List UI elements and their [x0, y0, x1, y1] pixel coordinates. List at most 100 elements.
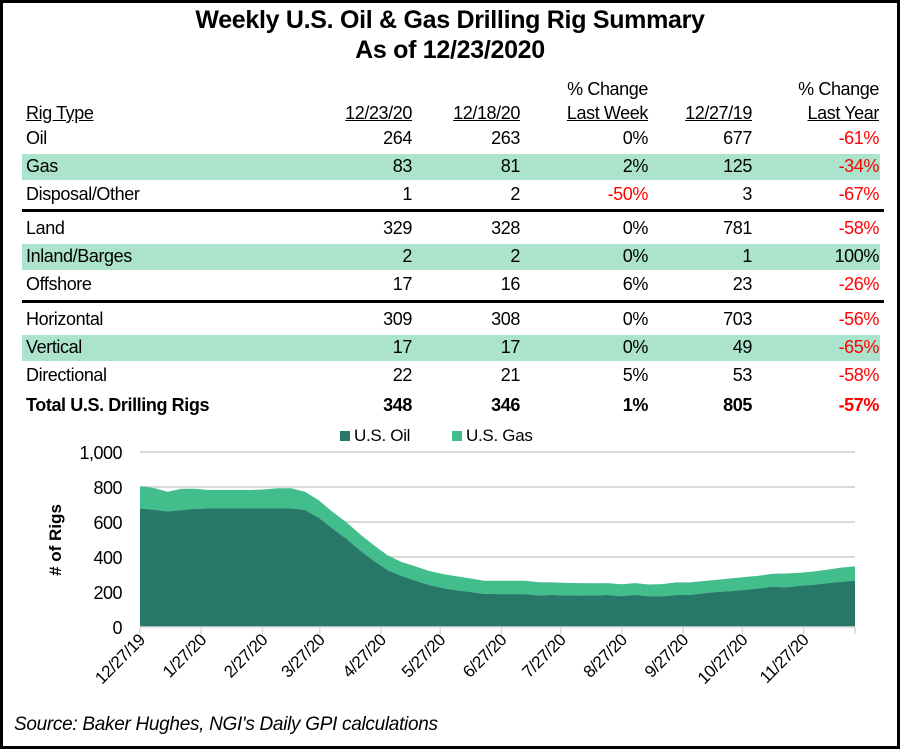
header-year-ago: 12/27/19	[685, 103, 752, 123]
wk-cell: 6%	[622, 274, 649, 294]
prev-cell: 263	[491, 128, 520, 148]
prev-cell: 2	[510, 246, 520, 266]
yr-cell: -26%	[838, 274, 880, 294]
wk-cell: 0%	[622, 128, 649, 148]
rig-type-cell: Directional	[26, 365, 107, 385]
wk-cell: 0%	[622, 246, 649, 266]
wk-cell: 0%	[622, 337, 649, 357]
cur-cell: 329	[383, 218, 412, 238]
wk-cell: 2%	[622, 156, 649, 176]
x-tick-label: 10/27/20	[694, 630, 751, 687]
yr_ago-cell: 23	[732, 274, 753, 294]
yr_ago-cell: 805	[723, 395, 752, 415]
table-row: Total U.S. Drilling Rigs 348 346 1% 805 -57%	[22, 393, 880, 419]
x-tick-label: 11/27/20	[756, 630, 813, 687]
yr-cell: 100%	[834, 246, 880, 266]
prev-cell: 2	[510, 184, 520, 204]
yr_ago-cell: 781	[723, 218, 752, 238]
header-previous: 12/18/20	[453, 103, 520, 123]
yr-cell: -57%	[838, 395, 880, 415]
prev-cell: 21	[500, 365, 521, 385]
y-tick-label: 400	[93, 548, 122, 568]
legend-oil: U.S. Oil	[340, 426, 410, 446]
y-tick-label: 600	[93, 513, 122, 533]
rig-type-cell: Oil	[26, 128, 47, 148]
section-divider	[22, 300, 884, 303]
rig-type-cell: Disposal/Other	[26, 184, 140, 204]
header-pct-year-2: Last Year	[807, 103, 880, 123]
x-tick-label: 9/27/20	[641, 630, 692, 681]
cur-cell: 22	[392, 365, 413, 385]
prev-cell: 81	[500, 156, 521, 176]
table-row: Horizontal 309 308 0% 703 -56%	[22, 307, 880, 333]
header-current: 12/23/20	[345, 103, 412, 123]
y-tick-label: 0	[112, 618, 122, 638]
x-tick-label: 1/27/20	[159, 630, 210, 681]
rig-type-cell: Gas	[26, 156, 58, 176]
header-rig-type: Rig Type	[26, 103, 94, 123]
yr-cell: -67%	[838, 184, 880, 204]
yr_ago-cell: 49	[732, 337, 753, 357]
rig-type-cell: Vertical	[26, 337, 82, 357]
x-tick-label: 12/27/19	[91, 630, 148, 687]
table-row: Directional 22 21 5% 53 -58%	[22, 363, 880, 389]
table-row: Vertical 17 17 0% 49 -65%	[22, 335, 880, 361]
x-tick-label: 7/27/20	[518, 630, 569, 681]
prev-cell: 17	[500, 337, 521, 357]
legend-gas: U.S. Gas	[452, 426, 533, 446]
prev-cell: 328	[491, 218, 520, 238]
x-tick-label: 3/27/20	[277, 630, 328, 681]
subtitle: As of 12/23/2020	[355, 36, 545, 64]
yr-cell: -61%	[838, 128, 880, 148]
rig-type-cell: Total U.S. Drilling Rigs	[26, 395, 210, 415]
rig-type-cell: Inland/Barges	[26, 246, 132, 266]
legend-swatch-oil	[340, 431, 350, 441]
yr_ago-cell: 3	[742, 184, 752, 204]
rig-type-cell: Horizontal	[26, 309, 104, 329]
x-tick-label: 4/27/20	[339, 630, 390, 681]
yr_ago-cell: 53	[732, 365, 753, 385]
yr-cell: -58%	[838, 218, 880, 238]
x-tick-label: 5/27/20	[398, 630, 449, 681]
wk-cell: 0%	[622, 218, 649, 238]
header-pct-year-1: % Change	[798, 79, 879, 99]
prev-cell: 16	[500, 274, 521, 294]
cur-cell: 17	[392, 337, 413, 357]
legend-label-oil: U.S. Oil	[354, 426, 411, 445]
yr-cell: -58%	[838, 365, 880, 385]
cur-cell: 1	[402, 184, 412, 204]
x-tick-label: 8/27/20	[580, 630, 631, 681]
title: Weekly U.S. Oil & Gas Drilling Rig Summa…	[195, 6, 705, 34]
wk-cell: 5%	[622, 365, 649, 385]
yr_ago-cell: 677	[723, 128, 752, 148]
source-note: Source: Baker Hughes, NGI's Daily GPI ca…	[14, 714, 438, 735]
y-axis-label: # of Rigs	[46, 504, 65, 576]
cur-cell: 264	[383, 128, 412, 148]
wk-cell: -50%	[607, 184, 649, 204]
x-tick-label: 6/27/20	[459, 630, 510, 681]
yr-cell: -65%	[838, 337, 880, 357]
legend-label-gas: U.S. Gas	[466, 426, 533, 445]
table-row: Land 329 328 0% 781 -58%	[22, 216, 880, 242]
header-pct-week-1: % Change	[567, 79, 648, 99]
wk-cell: 0%	[622, 309, 649, 329]
table-row: Gas 83 81 2% 125 -34%	[22, 154, 880, 180]
cur-cell: 2	[402, 246, 412, 266]
rig-type-cell: Land	[26, 218, 65, 238]
yr_ago-cell: 703	[723, 309, 752, 329]
cur-cell: 309	[383, 309, 412, 329]
prev-cell: 346	[491, 395, 520, 415]
y-tick-label: 1,000	[79, 443, 122, 463]
x-tick-label: 2/27/20	[220, 630, 271, 681]
table-row: Inland/Barges 2 2 0% 1 100%	[22, 244, 880, 270]
y-tick-label: 800	[93, 478, 122, 498]
rig-type-cell: Offshore	[26, 274, 92, 294]
table-row: Disposal/Other 1 2 -50% 3 -67%	[22, 182, 880, 208]
table-row: Offshore 17 16 6% 23 -26%	[22, 272, 880, 298]
legend-swatch-gas	[452, 431, 462, 441]
area-us-oil	[140, 508, 855, 627]
yr-cell: -34%	[838, 156, 880, 176]
cur-cell: 348	[383, 395, 412, 415]
header-pct-week-2: Last Week	[566, 103, 649, 123]
